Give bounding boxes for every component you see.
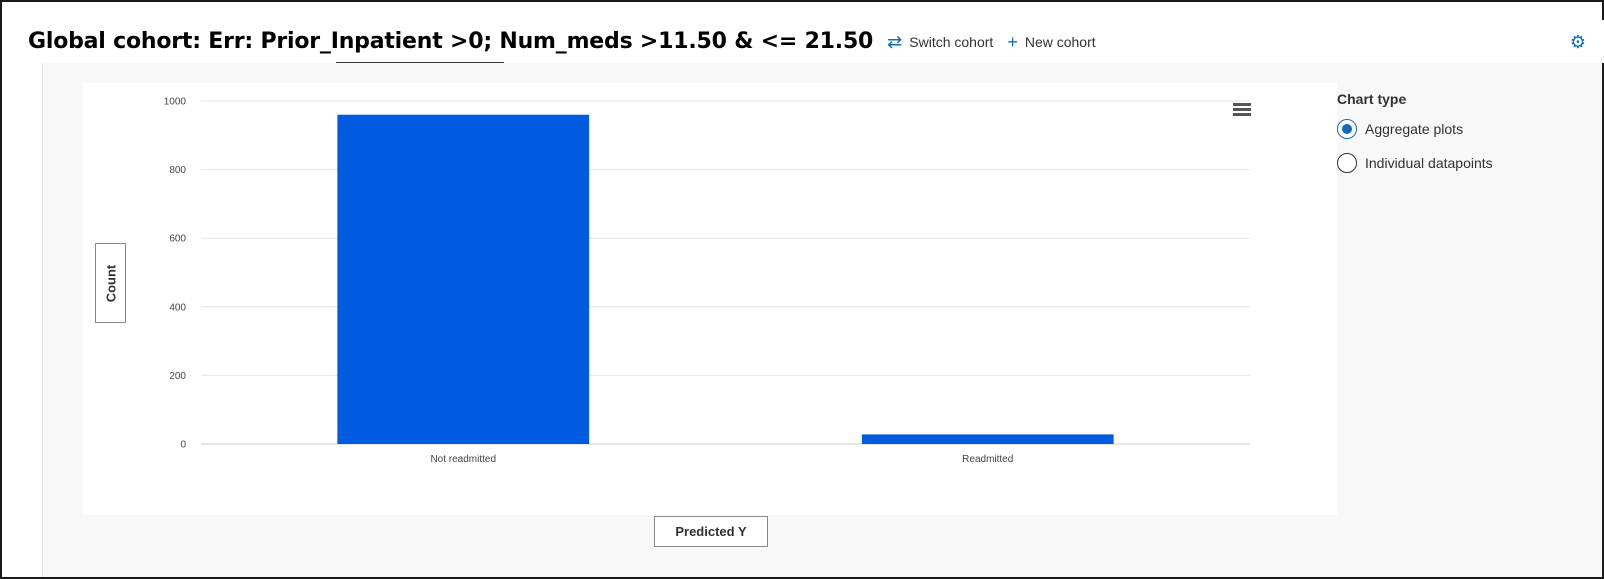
switch-cohort-button[interactable]: ⇄ Switch cohort [887,33,993,51]
new-cohort-button[interactable]: + New cohort [1007,33,1095,51]
y-tick-label: 0 [180,440,186,451]
y-tick-label: 1000 [164,97,187,108]
swap-arrows-icon: ⇄ [887,31,903,52]
y-tick-label: 200 [169,371,186,382]
y-tick-label: 400 [169,302,186,313]
chart-type-panel: Chart type Aggregate plots Individual da… [1337,83,1559,515]
x-tick-label: Readmitted [962,454,1013,465]
x-axis-selector-button[interactable]: Predicted Y [654,516,768,547]
switch-cohort-label: Switch cohort [909,33,994,50]
y-tick-label: 600 [169,234,186,245]
chart-card [83,83,1337,515]
bar [337,114,590,444]
y-axis-selector-button[interactable]: Count [95,243,126,323]
cohort-header: Global cohort: Err: Prior_Inpatient >0; … [22,20,1604,63]
radio-button-selected[interactable] [1337,119,1357,139]
bar [861,434,1114,444]
active-tab-underline [336,62,504,63]
new-cohort-label: New cohort [1024,33,1096,50]
radio-button[interactable] [1337,153,1357,173]
gear-icon[interactable]: ⚙ [1569,31,1586,52]
radio-aggregate-plots[interactable]: Aggregate plots [1337,119,1463,139]
plus-icon: + [1007,31,1018,52]
chart-menu-icon[interactable] [1233,103,1251,117]
radio-individual-datapoints[interactable]: Individual datapoints [1337,153,1493,173]
y-tick-label: 800 [169,165,186,176]
radio-label: Aggregate plots [1365,121,1464,137]
y-axis-label: Count [103,264,119,302]
radio-label: Individual datapoints [1365,155,1493,171]
cohort-title: Global cohort: Err: Prior_Inpatient >0; … [28,29,874,54]
chart-type-title: Chart type [1337,91,1407,107]
x-tick-label: Not readmitted [430,454,496,465]
